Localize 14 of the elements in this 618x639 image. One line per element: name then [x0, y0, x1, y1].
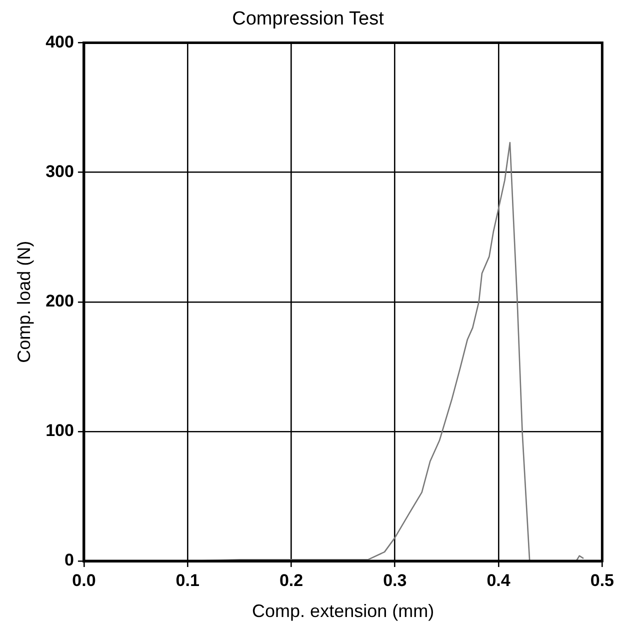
- x-axis-title: Comp. extension (mm): [252, 601, 434, 622]
- chart-title: Compression Test: [232, 8, 385, 30]
- x-tick-label: 0.4: [486, 570, 511, 590]
- y-tick-label: 0: [64, 550, 74, 570]
- x-tick-label: 0.2: [279, 570, 304, 590]
- y-tick-label: 200: [46, 292, 74, 311]
- y-tick-label: 300: [46, 162, 74, 182]
- x-tick-label: 0.0: [72, 570, 96, 590]
- y-tick-label: 100: [46, 421, 74, 440]
- y-tick-label: 400: [46, 32, 74, 52]
- x-tick-label: 0.5: [590, 570, 614, 590]
- x-tick-label: 0.1: [176, 570, 200, 590]
- x-tick-label: 0.3: [383, 570, 407, 590]
- y-axis-title: Comp. load (N): [14, 240, 34, 363]
